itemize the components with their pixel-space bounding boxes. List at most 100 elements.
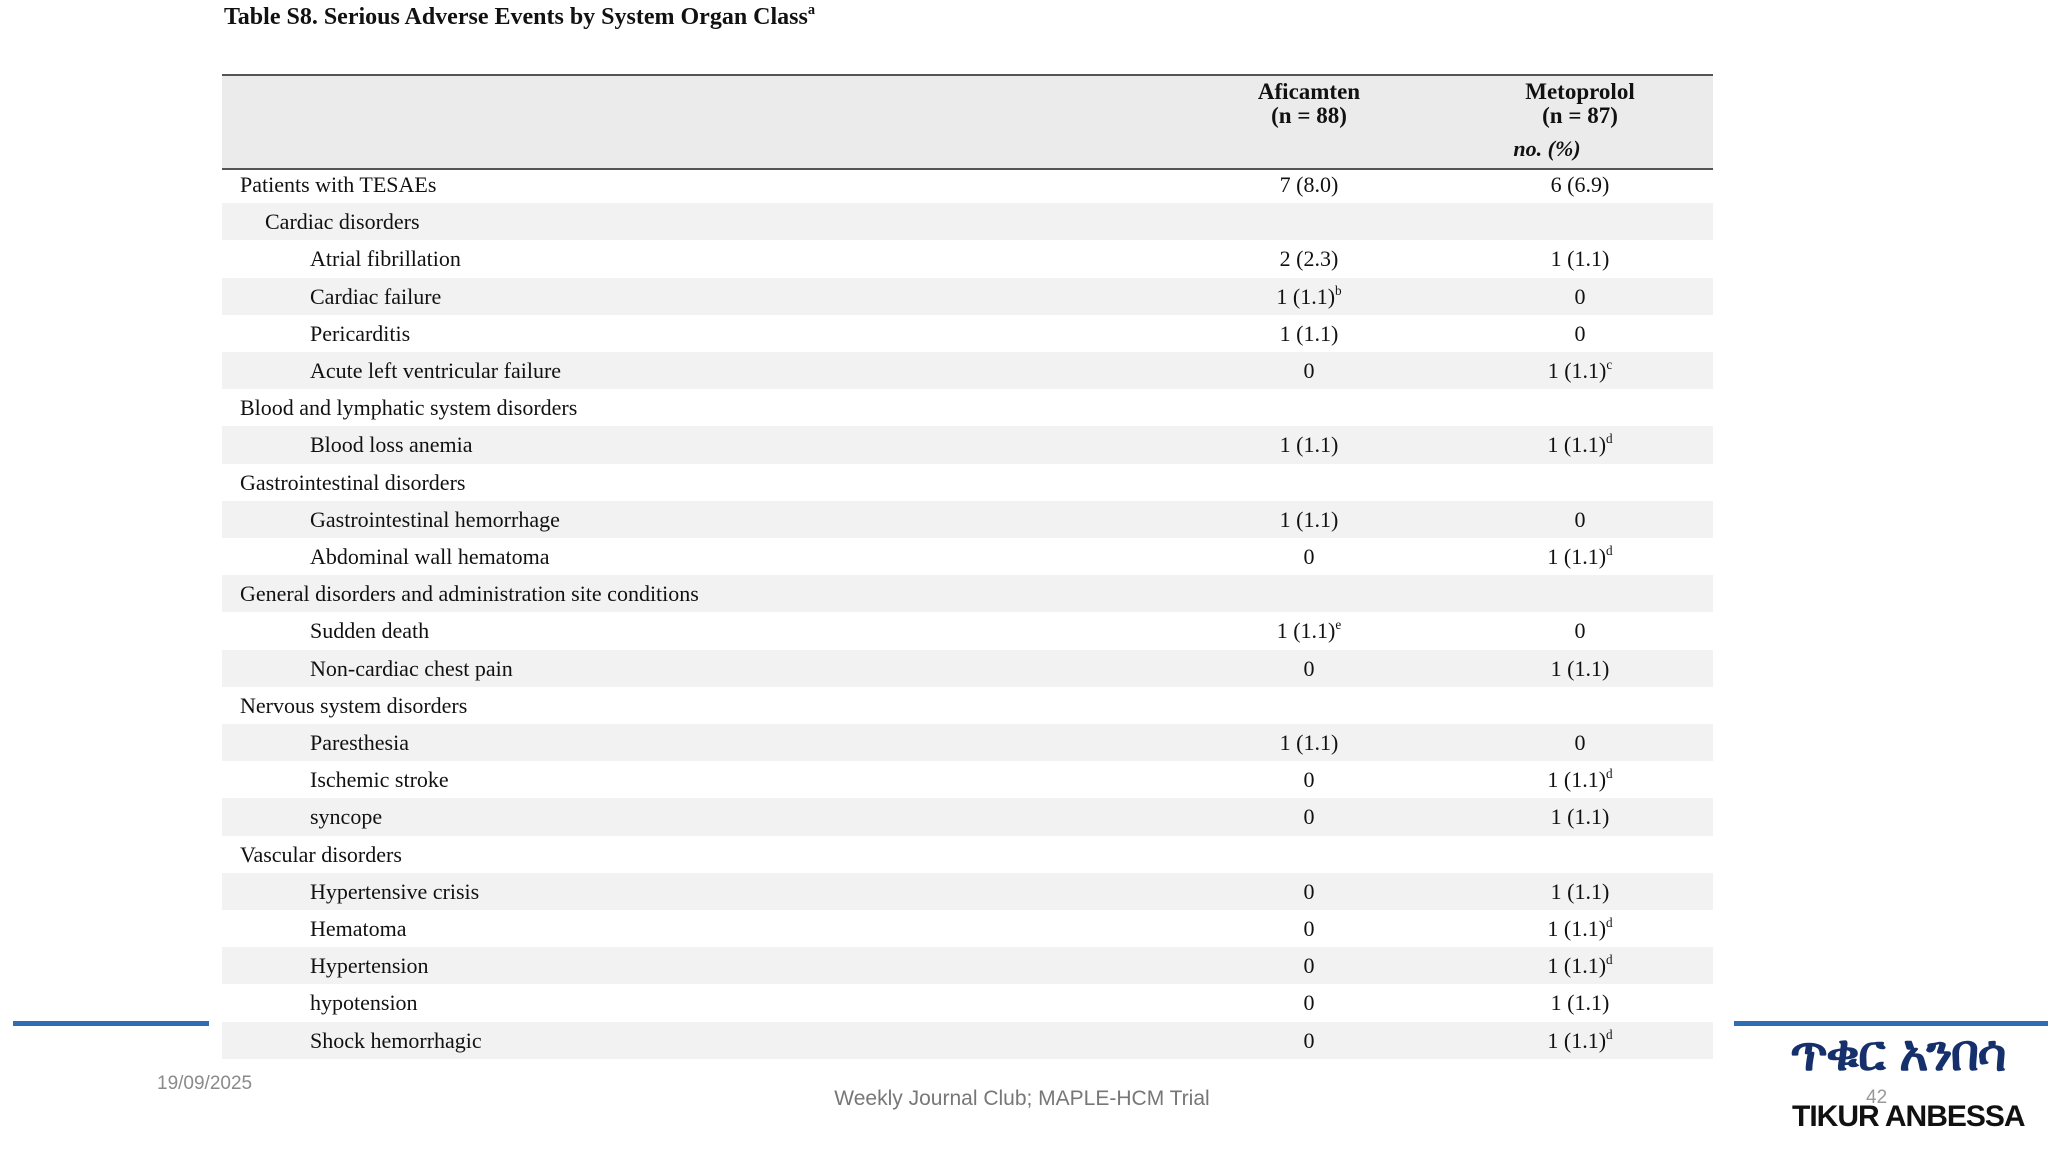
table-row: Patients with TESAEs 7 (8.0) 6 (6.9)	[222, 166, 1713, 203]
value-text: 1 (1.1)	[1547, 544, 1607, 569]
column-header: Aficamten (n = 88)	[1189, 80, 1429, 128]
row-label: Abdominal wall hematoma	[310, 544, 550, 569]
footnote-mark: b	[1335, 282, 1342, 298]
value-text: 0	[1303, 953, 1315, 979]
row-label: Patients with TESAEs	[240, 172, 437, 197]
value-cell: 1 (1.1)b	[1189, 278, 1429, 315]
value-text: 0	[1574, 506, 1586, 532]
column-header: Metoprolol (n = 87)	[1460, 80, 1700, 128]
value-text: 1 (1.1)	[1279, 730, 1339, 755]
value-text: 0	[1303, 878, 1315, 904]
value-text: 0	[1574, 283, 1586, 309]
value-text: 0	[1303, 804, 1315, 830]
row-label: Cardiac disorders	[265, 209, 420, 235]
page-number: 42	[1866, 1087, 1888, 1108]
table-title: Table S8. Serious Adverse Events by Syst…	[224, 1, 816, 31]
value-text: 0	[1303, 655, 1315, 681]
value-cell: 1 (1.1)	[1460, 650, 1700, 687]
value-text: 0	[1303, 1027, 1315, 1053]
table-row: Cardiac failure 1 (1.1)b 0	[222, 277, 1713, 315]
value-text: 0	[1303, 767, 1315, 793]
value-cell: 1 (1.1)d	[1460, 426, 1700, 463]
value-cell: 1 (1.1)d	[1460, 910, 1700, 947]
value-text: 7 (8.0)	[1279, 172, 1339, 197]
footer-date: 19/09/2025	[157, 1073, 253, 1094]
title-note: a	[807, 1, 816, 18]
table-row: Hypertensive crisis 0 1 (1.1)	[222, 872, 1713, 910]
value-text: 1 (1.1)	[1547, 916, 1607, 941]
accent-line	[13, 1021, 209, 1026]
value-cell: 1 (1.1)d	[1460, 538, 1700, 575]
table-row: Blood loss anemia 1 (1.1) 1 (1.1)d	[222, 426, 1713, 464]
row-label: Non-cardiac chest pain	[310, 655, 513, 681]
value-cell: 0	[1189, 947, 1429, 984]
value-cell: 0	[1189, 650, 1429, 687]
table-header: Aficamten (n = 88) Metoprolol (n = 87) no.…	[222, 74, 1713, 170]
value-cell: 1 (1.1)	[1460, 240, 1700, 277]
row-label: Shock hemorrhagic	[310, 1027, 482, 1053]
table-row: Pericarditis 1 (1.1) 0	[222, 315, 1713, 352]
value-cell: 0	[1460, 612, 1700, 649]
value-text: 0	[1303, 358, 1315, 383]
value-cell: 1 (1.1)d	[1460, 1022, 1700, 1059]
value-cell: 6 (6.9)	[1460, 166, 1700, 203]
footer-text: Weekly Journal Club; MAPLE-HCM Trial	[834, 1087, 1210, 1110]
row-label: Atrial fibrillation	[310, 246, 461, 272]
title-text: Table S8. Serious Adverse Events by Syst…	[224, 4, 808, 30]
value-text: 1 (1.1)	[1547, 767, 1607, 793]
table-row: Gastrointestinal hemorrhage 1 (1.1) 0	[222, 500, 1713, 538]
value-cell: 7 (8.0)	[1189, 166, 1429, 203]
value-text: 1 (1.1)	[1550, 990, 1610, 1016]
row-label: Pericarditis	[310, 320, 411, 346]
column-n: (n = 88)	[1271, 103, 1347, 128]
value-text: 1 (1.1)	[1550, 804, 1610, 830]
logo-latin: TIKUR ANBESSA	[1792, 1100, 2026, 1133]
logo-amharic: ጥቁር አንበሳ	[1790, 1024, 2007, 1082]
row-label: hypotension	[310, 990, 418, 1016]
value-text: 1 (1.1)	[1547, 358, 1607, 383]
footnote-mark: d	[1606, 914, 1613, 930]
row-label: syncope	[310, 804, 383, 830]
value-cell: 1 (1.1)d	[1460, 761, 1700, 798]
row-label: Gastrointestinal disorders	[240, 469, 466, 495]
row-label: Vascular disorders	[240, 841, 402, 867]
value-text: 1 (1.1)	[1550, 655, 1610, 681]
footnote-mark: e	[1335, 617, 1342, 633]
value-text: 0	[1303, 990, 1315, 1016]
table-row: Gastrointestinal disorders	[222, 464, 1713, 501]
row-label: Hypertensive crisis	[310, 878, 480, 904]
value-text: 2 (2.3)	[1279, 246, 1339, 272]
value-cell: 0	[1189, 873, 1429, 910]
value-cell: 0	[1189, 910, 1429, 947]
row-label: Hematoma	[310, 916, 407, 941]
value-cell: 0	[1189, 984, 1429, 1021]
table-row: Atrial fibrillation 2 (2.3) 1 (1.1)	[222, 240, 1713, 277]
value-text: 1 (1.1)	[1279, 320, 1339, 346]
value-text: 1 (1.1)	[1550, 246, 1610, 272]
row-label: Sudden death	[310, 618, 430, 644]
row-label: Cardiac failure	[310, 283, 442, 309]
value-text: 6 (6.9)	[1550, 172, 1610, 197]
accent-line	[1734, 1021, 2048, 1026]
table-row: Vascular disorders	[222, 836, 1713, 873]
value-cell: 0	[1460, 315, 1700, 352]
row-label: General disorders and administration sit…	[240, 581, 699, 607]
value-cell: 1 (1.1)e	[1189, 612, 1429, 649]
value-text: 1 (1.1)	[1279, 506, 1339, 532]
value-cell: 2 (2.3)	[1189, 240, 1429, 277]
value-cell: 1 (1.1)	[1189, 724, 1429, 761]
value-cell: 1 (1.1)c	[1460, 352, 1700, 389]
table-row: Acute left ventricular failure 0 1 (1.1)c	[222, 352, 1713, 390]
value-cell: 0	[1189, 352, 1429, 389]
value-text: 0	[1574, 730, 1586, 755]
table-row: Blood and lymphatic system disorders	[222, 389, 1713, 426]
value-cell: 0	[1189, 798, 1429, 835]
column-name: Aficamten	[1257, 79, 1361, 104]
table-row: Hypertension 0 1 (1.1)d	[222, 947, 1713, 985]
row-label: Nervous system disorders	[240, 692, 468, 718]
value-text: 1 (1.1)	[1547, 953, 1607, 979]
table-row: Cardiac disorders	[222, 203, 1713, 241]
row-label: Hypertension	[310, 953, 429, 979]
value-cell: 1 (1.1)	[1460, 984, 1700, 1021]
